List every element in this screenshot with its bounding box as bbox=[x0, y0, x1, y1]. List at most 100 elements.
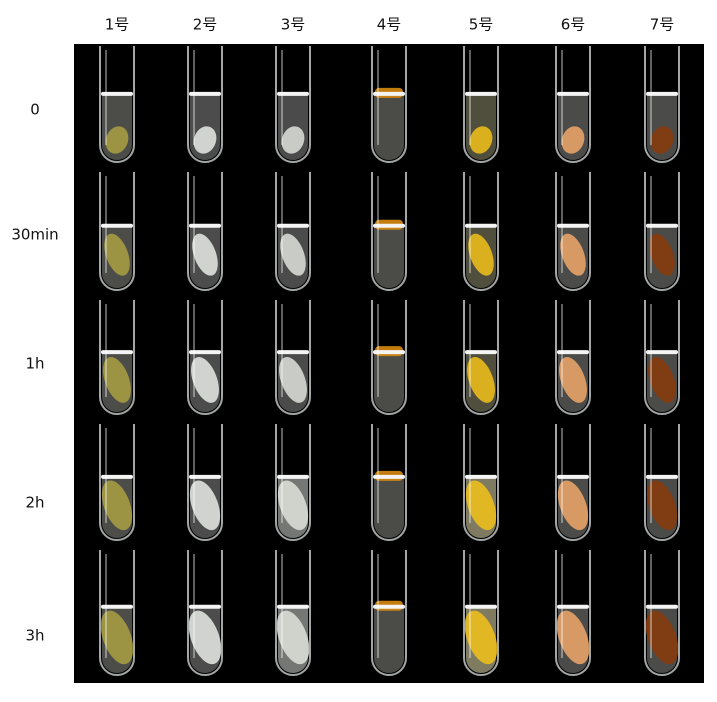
test-tube bbox=[275, 424, 311, 541]
tube-content bbox=[559, 357, 587, 403]
tube-content bbox=[101, 480, 133, 531]
test-tube bbox=[187, 46, 223, 163]
photo-background bbox=[74, 44, 704, 683]
tube-content bbox=[649, 233, 675, 276]
test-tube bbox=[555, 424, 591, 541]
meniscus bbox=[189, 474, 221, 479]
meniscus bbox=[465, 474, 497, 479]
row-label: 1h bbox=[25, 355, 44, 373]
meniscus bbox=[465, 604, 497, 609]
test-tube bbox=[644, 550, 680, 676]
meniscus bbox=[277, 223, 309, 228]
meniscus bbox=[373, 91, 405, 96]
column-header: 3号 bbox=[281, 16, 306, 34]
test-tube bbox=[463, 424, 499, 541]
test-tube bbox=[644, 300, 680, 415]
tube-content bbox=[560, 233, 586, 276]
meniscus bbox=[189, 350, 221, 355]
column-header: 2号 bbox=[193, 16, 218, 34]
test-tube bbox=[187, 424, 223, 541]
meniscus bbox=[277, 350, 309, 355]
row-label: 0 bbox=[30, 101, 40, 119]
test-tube bbox=[275, 46, 311, 163]
meniscus bbox=[646, 474, 678, 479]
tube-content bbox=[191, 357, 219, 403]
meniscus bbox=[557, 474, 589, 479]
test-tube bbox=[644, 172, 680, 291]
test-tube bbox=[187, 172, 223, 291]
meniscus bbox=[646, 91, 678, 96]
column-header: 4号 bbox=[377, 16, 402, 34]
meniscus bbox=[557, 350, 589, 355]
test-tube bbox=[187, 550, 223, 676]
tube-content bbox=[279, 357, 307, 403]
row-label: 3h bbox=[25, 627, 44, 645]
tube-content bbox=[277, 480, 309, 531]
tube-content bbox=[650, 126, 674, 154]
tube-liquid bbox=[374, 352, 404, 412]
column-header: 7号 bbox=[650, 16, 675, 34]
meniscus bbox=[373, 474, 405, 479]
tube-content bbox=[468, 233, 494, 276]
test-tube bbox=[371, 300, 407, 415]
test-tube bbox=[275, 172, 311, 291]
tube-content bbox=[189, 480, 221, 531]
test-tube bbox=[463, 172, 499, 291]
test-tube bbox=[99, 46, 135, 163]
row-label: 2h bbox=[25, 494, 44, 512]
test-tube bbox=[275, 550, 311, 676]
tube-content bbox=[557, 480, 589, 531]
test-tube bbox=[644, 46, 680, 163]
test-tube bbox=[371, 172, 407, 291]
test-tube bbox=[555, 46, 591, 163]
tube-content bbox=[646, 480, 678, 531]
column-header: 5号 bbox=[469, 16, 494, 34]
meniscus bbox=[465, 350, 497, 355]
meniscus bbox=[646, 604, 678, 609]
meniscus bbox=[557, 91, 589, 96]
tube-liquid bbox=[374, 476, 404, 538]
tube-content bbox=[556, 610, 590, 665]
meniscus bbox=[557, 223, 589, 228]
tube-grid bbox=[99, 46, 680, 676]
test-tube bbox=[371, 550, 407, 676]
meniscus bbox=[101, 350, 133, 355]
tube-content bbox=[103, 357, 131, 403]
tube-content bbox=[464, 610, 498, 665]
tube-content bbox=[561, 126, 585, 154]
meniscus bbox=[101, 604, 133, 609]
tube-content bbox=[280, 233, 306, 276]
test-tube bbox=[371, 424, 407, 541]
tube-liquid bbox=[374, 225, 404, 288]
meniscus bbox=[189, 223, 221, 228]
test-tube bbox=[463, 300, 499, 415]
tube-content bbox=[281, 126, 305, 154]
test-tube bbox=[371, 46, 407, 163]
meniscus bbox=[189, 604, 221, 609]
tube-content bbox=[105, 126, 129, 154]
meniscus bbox=[465, 91, 497, 96]
tube-content bbox=[645, 610, 679, 665]
tube-content bbox=[188, 610, 222, 665]
tube-content bbox=[467, 357, 495, 403]
meniscus bbox=[277, 91, 309, 96]
test-tube bbox=[99, 172, 135, 291]
row-label: 30min bbox=[11, 226, 58, 244]
tube-content bbox=[469, 126, 493, 154]
test-tube bbox=[555, 300, 591, 415]
meniscus bbox=[557, 604, 589, 609]
meniscus bbox=[277, 474, 309, 479]
meniscus bbox=[101, 474, 133, 479]
meniscus bbox=[277, 604, 309, 609]
test-tube bbox=[555, 550, 591, 676]
meniscus bbox=[101, 223, 133, 228]
tube-content bbox=[193, 126, 217, 154]
meniscus bbox=[465, 223, 497, 228]
test-tube bbox=[463, 46, 499, 163]
test-tube bbox=[99, 550, 135, 676]
meniscus bbox=[373, 604, 405, 609]
meniscus bbox=[646, 223, 678, 228]
test-tube bbox=[187, 300, 223, 415]
tube-content bbox=[648, 357, 676, 403]
